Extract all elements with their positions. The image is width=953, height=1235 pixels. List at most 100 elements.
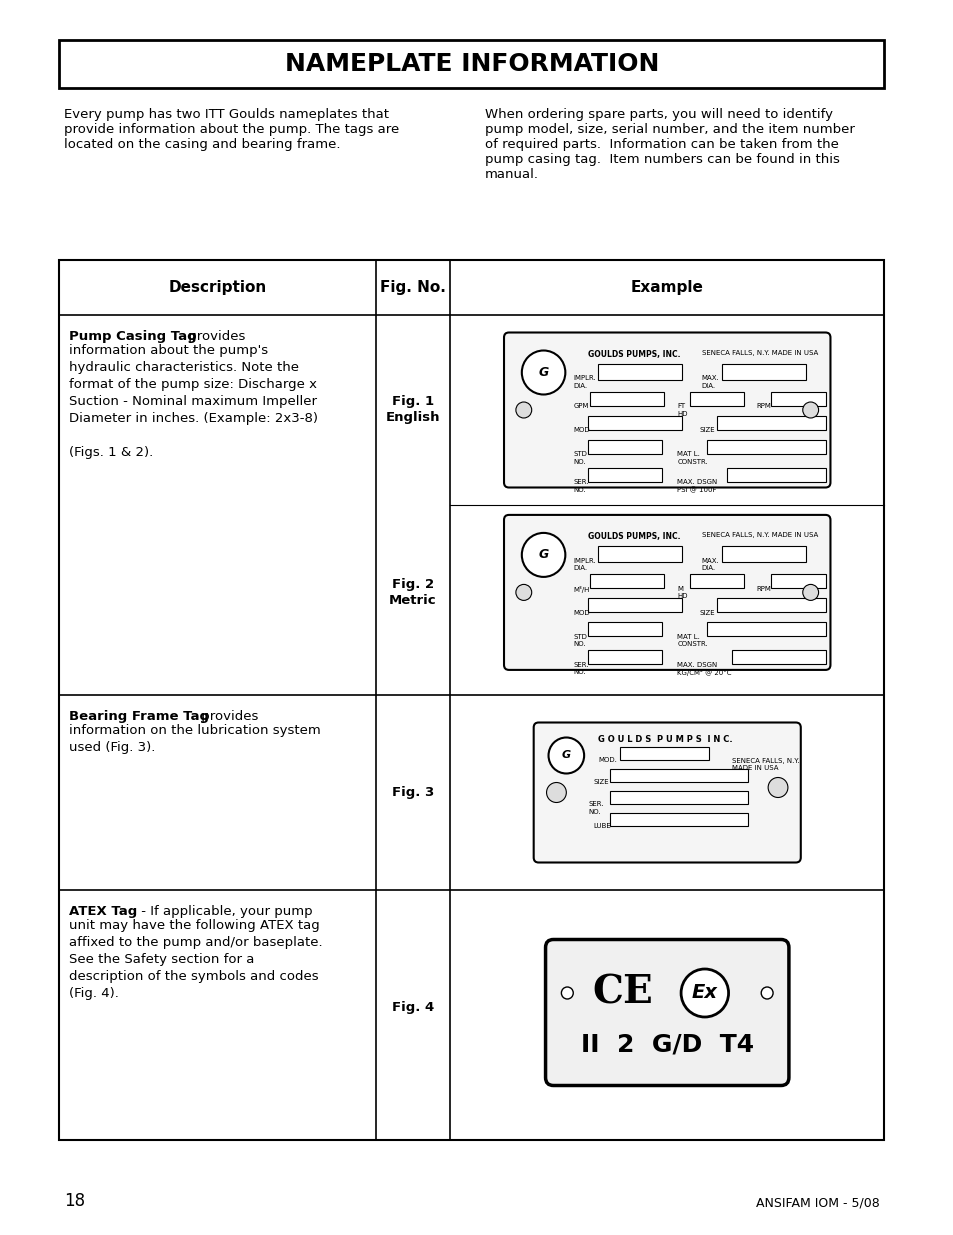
Bar bbox=[720, 363, 805, 379]
Text: MAX.
DIA.: MAX. DIA. bbox=[701, 375, 719, 389]
Text: Fig. 4: Fig. 4 bbox=[392, 1002, 434, 1014]
Bar bbox=[726, 468, 824, 482]
Text: MAT L.
CONSTR.: MAT L. CONSTR. bbox=[677, 452, 707, 464]
Text: SER.
NO.: SER. NO. bbox=[587, 802, 603, 815]
Text: 18: 18 bbox=[64, 1192, 86, 1210]
Bar bbox=[59, 261, 883, 1140]
Bar bbox=[609, 813, 747, 825]
Text: SENECA FALLS, N.Y. MADE IN USA: SENECA FALLS, N.Y. MADE IN USA bbox=[701, 532, 818, 538]
Circle shape bbox=[767, 778, 787, 798]
Text: Every pump has two ITT Goulds nameplates that
provide information about the pump: Every pump has two ITT Goulds nameplates… bbox=[64, 107, 399, 151]
Bar bbox=[59, 40, 883, 88]
Bar bbox=[689, 574, 743, 588]
Text: CE: CE bbox=[592, 974, 653, 1011]
FancyBboxPatch shape bbox=[503, 332, 830, 488]
Text: information about the pump's
hydraulic characteristics. Note the
format of the p: information about the pump's hydraulic c… bbox=[70, 345, 318, 459]
Bar bbox=[598, 363, 681, 379]
Text: When ordering spare parts, you will need to identify
pump model, size, serial nu: When ordering spare parts, you will need… bbox=[484, 107, 854, 182]
Bar bbox=[731, 650, 824, 664]
Text: IMPLR.
DIA.: IMPLR. DIA. bbox=[573, 375, 596, 389]
Circle shape bbox=[760, 987, 772, 999]
Bar bbox=[619, 746, 708, 760]
Text: MOD: MOD bbox=[573, 610, 589, 616]
Bar bbox=[587, 622, 661, 636]
Text: MAX.
DIA.: MAX. DIA. bbox=[701, 558, 719, 571]
Text: G O U L D S  P U M P S  I N C.: G O U L D S P U M P S I N C. bbox=[598, 736, 732, 745]
Bar bbox=[706, 622, 824, 636]
Text: Fig. 2
Metric: Fig. 2 Metric bbox=[389, 578, 436, 606]
Text: Pump Casing Tag: Pump Casing Tag bbox=[70, 330, 196, 343]
Circle shape bbox=[546, 783, 566, 803]
Bar bbox=[587, 440, 661, 453]
Text: GPM: GPM bbox=[573, 404, 588, 410]
Text: SIZE: SIZE bbox=[700, 610, 715, 616]
Circle shape bbox=[548, 737, 583, 773]
Bar bbox=[706, 440, 824, 453]
Text: LUBE: LUBE bbox=[593, 824, 610, 830]
Text: MAX. DSGN
KG/CM² @ 20°C: MAX. DSGN KG/CM² @ 20°C bbox=[677, 662, 731, 676]
Text: - provides: - provides bbox=[188, 710, 258, 722]
Bar bbox=[720, 546, 805, 562]
Text: IMPLR.
DIA.: IMPLR. DIA. bbox=[573, 558, 596, 571]
Bar bbox=[770, 574, 824, 588]
Text: MOD.: MOD. bbox=[598, 757, 617, 763]
Circle shape bbox=[516, 403, 531, 417]
Bar bbox=[770, 391, 824, 405]
Text: unit may have the following ATEX tag
affixed to the pump and/or baseplate.
See t: unit may have the following ATEX tag aff… bbox=[70, 919, 322, 1000]
Circle shape bbox=[516, 584, 531, 600]
Text: RPM: RPM bbox=[756, 585, 770, 592]
Text: STD
NO.: STD NO. bbox=[573, 634, 586, 647]
Bar bbox=[587, 650, 661, 664]
Text: Fig. 1
English: Fig. 1 English bbox=[385, 395, 439, 425]
Bar bbox=[587, 468, 661, 482]
Circle shape bbox=[680, 969, 728, 1016]
Text: SENECA FALLS, N.Y.
MADE IN USA: SENECA FALLS, N.Y. MADE IN USA bbox=[731, 757, 799, 771]
Text: SER.
NO.: SER. NO. bbox=[573, 662, 588, 674]
Bar bbox=[590, 391, 663, 405]
Text: GOULDS PUMPS, INC.: GOULDS PUMPS, INC. bbox=[587, 532, 679, 541]
Bar bbox=[590, 574, 663, 588]
Bar bbox=[716, 415, 824, 430]
Circle shape bbox=[521, 351, 565, 394]
Text: Description: Description bbox=[169, 280, 267, 295]
Text: RPM: RPM bbox=[756, 404, 770, 410]
Text: - provides: - provides bbox=[175, 330, 245, 343]
Text: SIZE: SIZE bbox=[700, 427, 715, 433]
Text: SER.
NO.: SER. NO. bbox=[573, 479, 588, 493]
Text: G: G bbox=[561, 751, 570, 761]
FancyBboxPatch shape bbox=[503, 515, 830, 669]
Text: information on the lubrication system
used (Fig. 3).: information on the lubrication system us… bbox=[70, 724, 320, 755]
Text: SIZE: SIZE bbox=[593, 779, 608, 785]
Bar bbox=[598, 546, 681, 562]
Circle shape bbox=[801, 403, 818, 417]
Text: NAMEPLATE INFORMATION: NAMEPLATE INFORMATION bbox=[284, 52, 659, 77]
Text: Bearing Frame Tag: Bearing Frame Tag bbox=[70, 710, 209, 722]
Text: - If applicable, your pump: - If applicable, your pump bbox=[136, 905, 312, 918]
Text: STD
NO.: STD NO. bbox=[573, 452, 586, 464]
FancyBboxPatch shape bbox=[545, 940, 788, 1086]
Text: FT
HD: FT HD bbox=[677, 404, 687, 416]
Text: G: G bbox=[537, 548, 548, 562]
Text: SENECA FALLS, N.Y. MADE IN USA: SENECA FALLS, N.Y. MADE IN USA bbox=[701, 350, 818, 356]
Text: M³/H: M³/H bbox=[573, 585, 589, 593]
Text: ANSIFAM IOM - 5/08: ANSIFAM IOM - 5/08 bbox=[755, 1197, 879, 1210]
Text: M
HD: M HD bbox=[677, 585, 687, 599]
Text: Example: Example bbox=[630, 280, 703, 295]
Text: Fig. 3: Fig. 3 bbox=[392, 785, 434, 799]
Bar bbox=[587, 415, 681, 430]
Circle shape bbox=[801, 584, 818, 600]
Circle shape bbox=[521, 532, 565, 577]
Circle shape bbox=[560, 987, 573, 999]
Bar bbox=[609, 790, 747, 804]
Text: II  2  G/D  T4: II 2 G/D T4 bbox=[580, 1032, 753, 1057]
Bar bbox=[689, 391, 743, 405]
Text: Ex: Ex bbox=[691, 983, 717, 1003]
Text: MAT L.
CONSTR.: MAT L. CONSTR. bbox=[677, 634, 707, 647]
Bar bbox=[609, 768, 747, 782]
Text: GOULDS PUMPS, INC.: GOULDS PUMPS, INC. bbox=[587, 350, 679, 358]
Text: Fig. No.: Fig. No. bbox=[379, 280, 445, 295]
Bar bbox=[587, 598, 681, 611]
Text: ATEX Tag: ATEX Tag bbox=[70, 905, 137, 918]
Text: MOD: MOD bbox=[573, 427, 589, 433]
FancyBboxPatch shape bbox=[533, 722, 800, 862]
